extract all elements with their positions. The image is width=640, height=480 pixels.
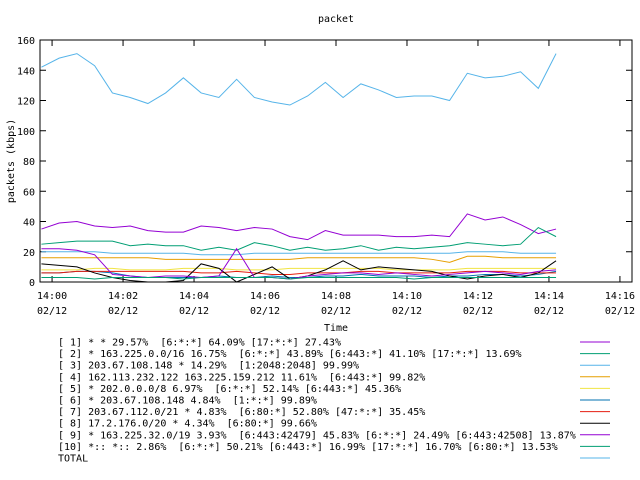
series-line [41, 255, 557, 263]
series-line [41, 251, 557, 256]
x-tick-label: 14:08 [321, 291, 351, 302]
x-tick-label: 02/12 [605, 306, 635, 317]
y-tick-label: 120 [17, 97, 35, 108]
y-tick-label: 20 [23, 248, 35, 259]
x-tick-label: 14:04 [179, 291, 209, 302]
series-line [41, 267, 557, 271]
y-tick-label: 60 [23, 187, 35, 198]
series-line [41, 247, 557, 280]
y-tick-label: 160 [17, 36, 35, 47]
legend-label: [ 9] * 163.225.32.0/19 3.93% [6:443:4247… [58, 430, 576, 441]
legend-label: [10] *:: *:: 2.86% [6:*:*] 50.21% [6:443… [58, 442, 558, 453]
x-tick-label: 14:00 [37, 291, 67, 302]
series-line [41, 213, 557, 241]
x-tick-label: 02/12 [392, 306, 422, 317]
legend-label: [ 4] 162.113.232.122 163.225.159.212 11.… [58, 372, 425, 383]
x-tick-label: 14:16 [605, 291, 635, 302]
y-tick-label: 40 [23, 218, 35, 229]
series-line [41, 53, 557, 106]
x-tick-label: 14:10 [392, 291, 422, 302]
legend-label: [ 2] * 163.225.0.0/16 16.75% [6:*:*] 43.… [58, 349, 522, 360]
chart-title: packet [318, 14, 354, 25]
x-tick-label: 02/12 [179, 306, 209, 317]
x-tick-label: 02/12 [37, 306, 67, 317]
series-line [41, 226, 557, 251]
x-tick-label: 14:12 [463, 291, 493, 302]
legend-label: TOTAL [58, 454, 88, 465]
legend-label: [ 1] * * 29.57% [6:*:*] 64.09% [17:*:*] … [58, 338, 341, 349]
x-tick-label: 02/12 [534, 306, 564, 317]
x-tick-label: 02/12 [108, 306, 138, 317]
series-line [41, 276, 557, 280]
legend-label: [ 3] 203.67.108.148 * 14.29% [1:2048:204… [58, 361, 359, 372]
legend-label: [ 6] * 203.67.108.148 4.84% [1:*:*] 99.8… [58, 396, 317, 407]
x-tick-label: 14:02 [108, 291, 138, 302]
y-tick-label: 140 [17, 66, 35, 77]
y-tick-label: 100 [17, 127, 35, 138]
x-tick-label: 02/12 [250, 306, 280, 317]
y-tick-label: 80 [23, 157, 35, 168]
x-tick-label: 02/12 [463, 306, 493, 317]
x-axis-label: Time [324, 323, 348, 334]
legend-label: [ 7] 203.67.112.0/21 * 4.83% [6:80:*] 52… [58, 407, 425, 418]
x-tick-label: 02/12 [321, 306, 351, 317]
x-tick-label: 14:14 [534, 291, 564, 302]
legend-label: [ 5] * 202.0.0.0/8 6.97% [6:*:*] 52.14% … [58, 384, 401, 395]
legend-label: [ 8] 17.2.176.0/20 * 4.34% [6:80:*] 99.6… [58, 419, 317, 430]
x-tick-label: 14:06 [250, 291, 280, 302]
y-tick-label: 0 [29, 278, 35, 289]
y-axis-label: packets (kbps) [6, 119, 17, 203]
series-line [41, 270, 557, 275]
